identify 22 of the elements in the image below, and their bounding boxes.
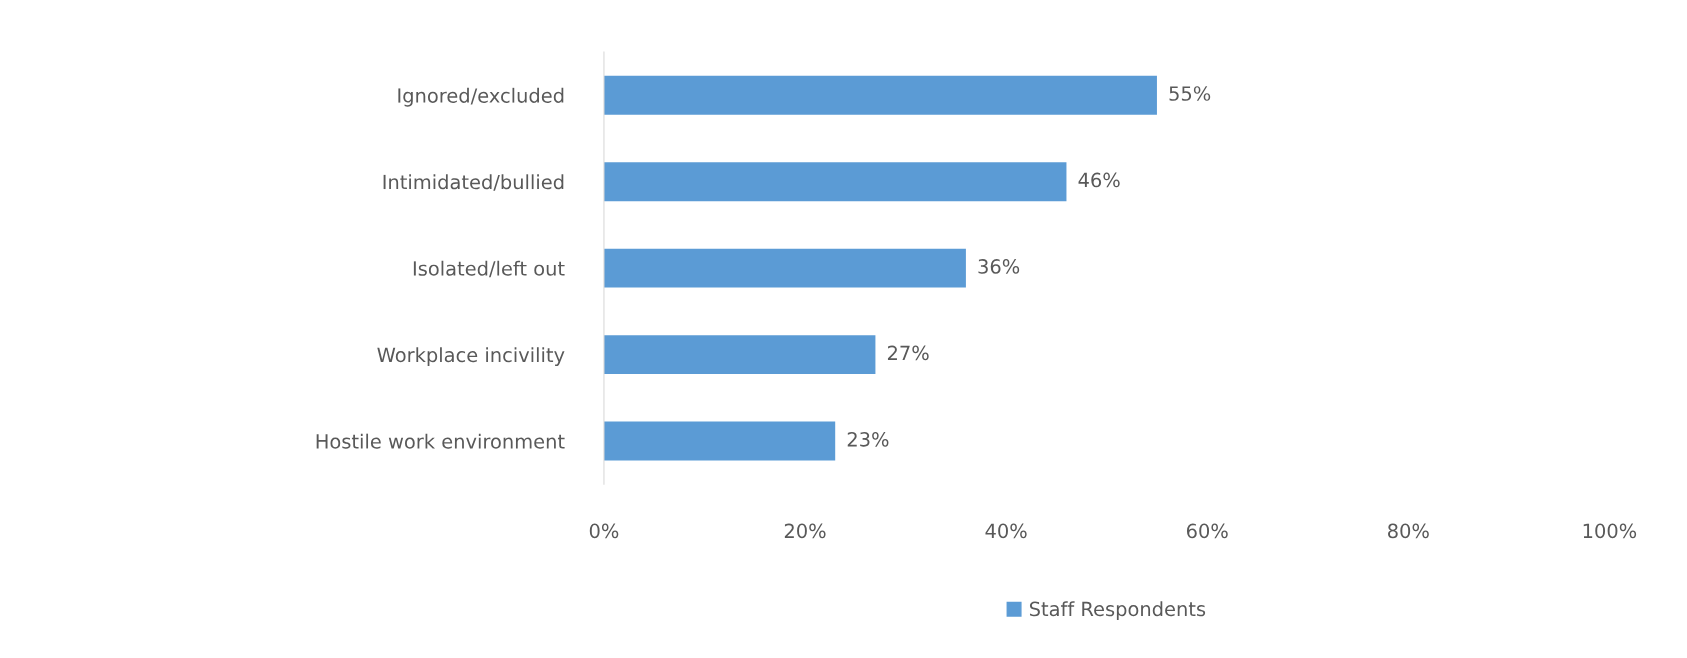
y-tick-label: Intimidated/bullied <box>383 174 564 191</box>
data-label: 46% <box>1078 172 1120 188</box>
data-label: 27% <box>887 345 929 361</box>
data-label: 36% <box>978 259 1020 274</box>
y-tick-label: Hostile work environment <box>316 433 565 449</box>
y-tick-label: Isolated/left out <box>413 260 565 278</box>
bar <box>603 75 1157 115</box>
bar <box>603 248 966 288</box>
data-label: 55% <box>1169 86 1211 101</box>
data-label: 23% <box>847 431 889 447</box>
bar <box>603 335 876 375</box>
bar <box>603 421 836 461</box>
x-tick-label: 40% <box>985 523 1027 539</box>
x-tick-label: 100% <box>1583 523 1637 539</box>
x-tick-label: 80% <box>1388 523 1429 539</box>
legend-label: Staff Respondents <box>1029 601 1206 621</box>
x-tick-label: 0% <box>589 523 619 539</box>
x-tick-label: 20% <box>784 523 826 539</box>
bar <box>603 162 1067 202</box>
y-tick-label: Ignored/excluded <box>398 87 564 107</box>
y-tick-label: Workplace incivility <box>377 347 565 367</box>
x-tick-label: 60% <box>1186 523 1228 539</box>
